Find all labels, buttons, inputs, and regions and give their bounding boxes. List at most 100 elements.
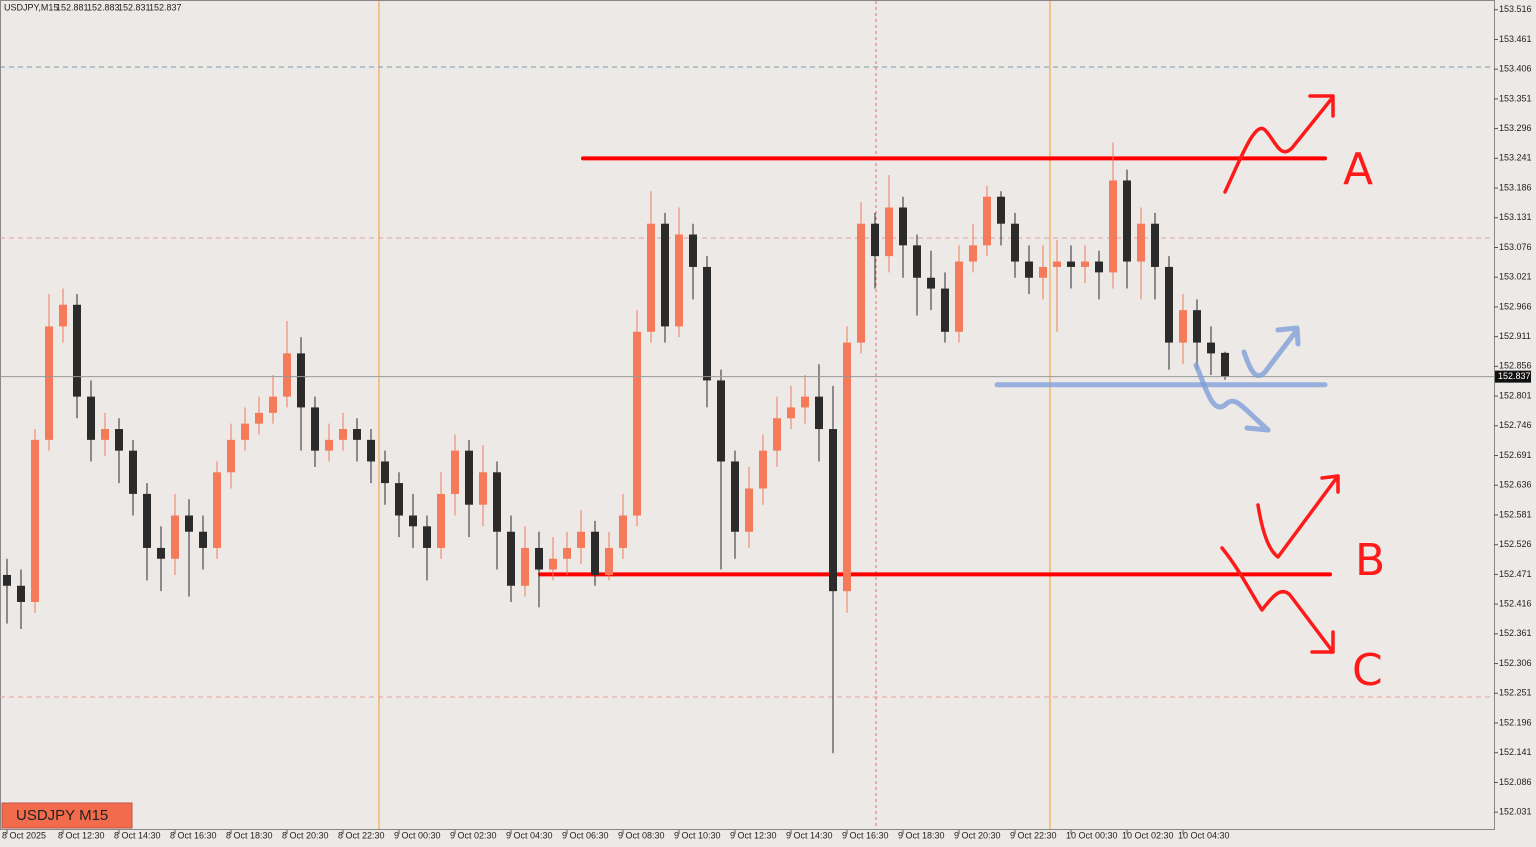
- y-tick-label: 153.021: [1499, 272, 1532, 282]
- candle-body: [1067, 261, 1075, 267]
- candle-body: [227, 439, 235, 473]
- candle-body: [633, 331, 641, 516]
- y-tick-label: 152.581: [1499, 509, 1532, 519]
- y-tick-label: 152.031: [1499, 807, 1532, 817]
- candle-body: [885, 207, 893, 257]
- candle-body: [955, 261, 963, 332]
- y-tick-label: 152.636: [1499, 480, 1532, 490]
- last-price-label: 152.837: [1498, 371, 1531, 381]
- y-tick-label: 152.361: [1499, 628, 1532, 638]
- y-tick-label: 152.526: [1499, 539, 1532, 549]
- header-low: 152.831: [118, 2, 151, 12]
- x-tick-label: 8 Oct 22:30: [338, 830, 385, 840]
- y-tick-label: 153.296: [1499, 123, 1532, 133]
- scenario-label: A: [1343, 144, 1373, 195]
- candle-body: [255, 412, 263, 424]
- candle-body: [577, 531, 585, 548]
- x-tick-label: 9 Oct 10:30: [674, 830, 721, 840]
- candle-body: [59, 304, 67, 327]
- candle-body: [1165, 266, 1173, 343]
- x-tick-label: 9 Oct 22:30: [1010, 830, 1057, 840]
- candle-body: [185, 515, 193, 532]
- candle-body: [367, 439, 375, 462]
- candle-body: [1095, 261, 1103, 273]
- candle-body: [213, 472, 221, 548]
- candle-body: [787, 407, 795, 419]
- marks: [0, 142, 1494, 754]
- candle-body: [423, 526, 431, 548]
- candle-body: [913, 245, 921, 278]
- candle-body: [563, 547, 571, 559]
- candle-body: [549, 558, 557, 570]
- candle-body: [311, 407, 319, 451]
- y-tick-label: 153.461: [1499, 34, 1532, 44]
- x-tick-label: 9 Oct 06:30: [562, 830, 609, 840]
- y-tick-label: 152.196: [1499, 717, 1532, 727]
- candle-body: [353, 429, 361, 440]
- y-tick-label: 152.691: [1499, 450, 1532, 460]
- candle-body: [717, 380, 725, 462]
- candle-body: [521, 547, 529, 586]
- y-tick-label: 152.416: [1499, 599, 1532, 609]
- x-tick-label: 10 Oct 00:30: [1066, 830, 1118, 840]
- x-tick-label: 9 Oct 16:30: [842, 830, 889, 840]
- badge-box: [1, 802, 133, 829]
- candle-body: [773, 418, 781, 451]
- last-price-box: [1495, 370, 1531, 383]
- candle-body: [381, 461, 389, 484]
- scenario-label: B: [1355, 535, 1385, 586]
- candle-body: [129, 450, 137, 494]
- candle-body: [157, 547, 165, 559]
- candle-body: [339, 429, 347, 440]
- y-tick-label: 152.141: [1499, 747, 1532, 757]
- x-tick-label: 8 Oct 12:30: [58, 830, 105, 840]
- candle-body: [591, 531, 599, 575]
- y-tick-label: 152.086: [1499, 777, 1532, 787]
- candle-body: [983, 196, 991, 246]
- candle-body: [1025, 261, 1033, 278]
- y-tick-label: 152.966: [1499, 301, 1532, 311]
- x-tick-label: 9 Oct 00:30: [394, 830, 441, 840]
- candle-body: [451, 450, 459, 494]
- candle-body: [395, 483, 403, 516]
- candle-body: [493, 472, 501, 532]
- header-symbol: USDJPY,M15: [4, 2, 58, 12]
- candle-body: [1081, 261, 1089, 267]
- x-tick-label: 10 Oct 04:30: [1178, 830, 1230, 840]
- candle-body: [1221, 352, 1229, 377]
- candle-body: [661, 223, 669, 327]
- candle-body: [199, 531, 207, 548]
- candle-body: [829, 429, 837, 592]
- header-open: 152.881: [56, 2, 89, 12]
- candle-body: [465, 450, 473, 505]
- y-tick-label: 153.406: [1499, 64, 1532, 74]
- y-tick-label: 152.856: [1499, 361, 1532, 371]
- candle-body: [17, 585, 25, 602]
- candle-body: [143, 493, 151, 548]
- candle-body: [101, 429, 109, 440]
- candle-body: [297, 353, 305, 408]
- candle-body: [927, 277, 935, 289]
- candle-body: [815, 396, 823, 430]
- candle-body: [1179, 310, 1187, 343]
- x-tick-label: 8 Oct 16:30: [170, 830, 217, 840]
- x-tick-label: 9 Oct 12:30: [730, 830, 777, 840]
- candle-body: [941, 288, 949, 332]
- scenario-label: C: [1352, 645, 1383, 696]
- candle-body: [1193, 310, 1201, 343]
- y-tick-label: 152.306: [1499, 658, 1532, 668]
- candle-body: [73, 304, 81, 397]
- candle-body: [241, 423, 249, 440]
- candle-body: [31, 439, 39, 602]
- candle-body: [871, 223, 879, 257]
- candle-body: [1109, 180, 1117, 273]
- header-high: 152.883: [87, 2, 120, 12]
- y-tick-label: 152.911: [1499, 331, 1531, 341]
- candle-body: [87, 396, 95, 440]
- candle-body: [1137, 223, 1145, 262]
- candle-body: [115, 429, 123, 451]
- badge: USDJPY M15: [16, 807, 108, 824]
- candle-body: [1011, 223, 1019, 262]
